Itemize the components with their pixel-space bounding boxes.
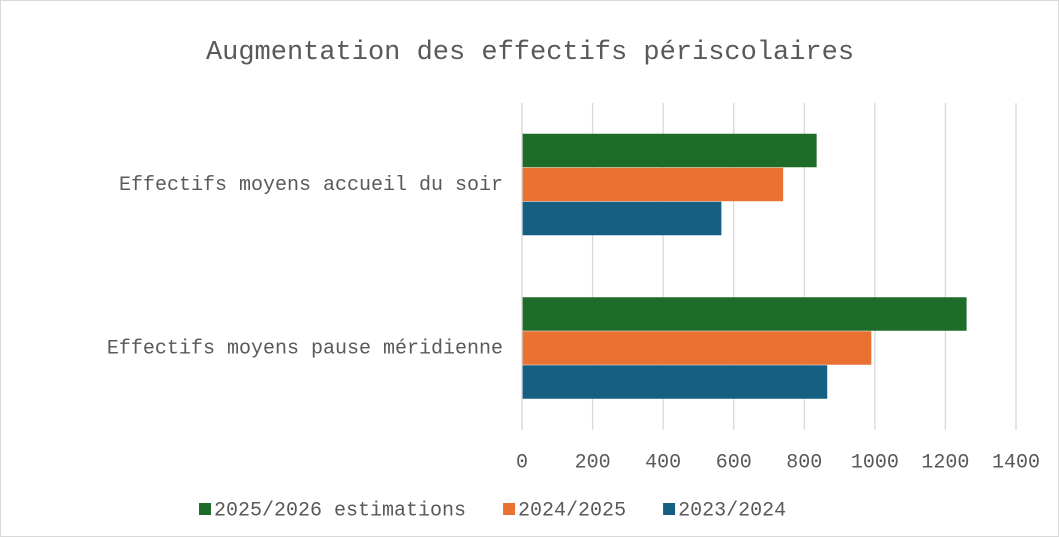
bar <box>522 297 967 331</box>
x-tick-label: 1400 <box>992 451 1040 474</box>
legend-marker <box>199 503 211 515</box>
x-tick-label: 1000 <box>851 451 899 474</box>
legend-marker <box>663 503 676 515</box>
x-tick-label: 800 <box>786 451 822 474</box>
bar <box>522 167 784 202</box>
x-tick-label: 0 <box>516 451 528 474</box>
x-tick-label: 400 <box>645 451 681 474</box>
legend-label: 2023/2024 <box>678 499 786 522</box>
legend-label: 2025/2026 estimations <box>214 499 466 522</box>
bar <box>522 331 872 365</box>
legend-label: 2024/2025 <box>518 499 626 522</box>
chart-title: Augmentation des effectifs périscolaires <box>206 38 854 68</box>
bar <box>522 201 722 236</box>
legend-marker <box>503 503 516 515</box>
x-tick-label: 1200 <box>921 451 969 474</box>
bar <box>522 133 817 168</box>
bar <box>522 365 828 399</box>
x-tick-label: 600 <box>716 451 752 474</box>
x-tick-label: 200 <box>575 451 611 474</box>
y-tick-label: Effectifs moyens pause méridienne <box>107 338 503 361</box>
y-tick-label: Effectifs moyens accueil du soir <box>119 174 503 197</box>
